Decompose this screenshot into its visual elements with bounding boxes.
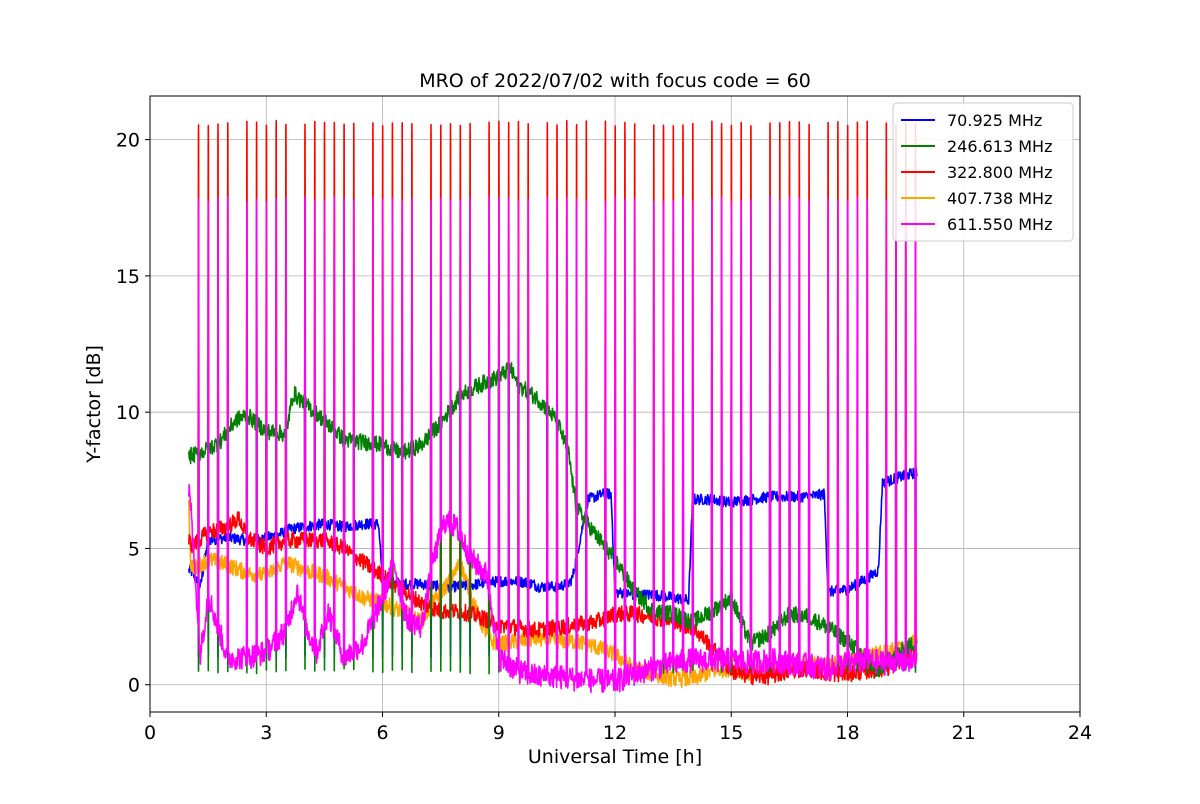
x-tick-label: 24 [1068, 722, 1092, 744]
y-tick-label: 10 [116, 402, 140, 424]
y-tick-label: 5 [128, 538, 140, 560]
legend: 70.925 MHz 246.613 MHz 322.800 MHz 407.738 … [892, 102, 1074, 242]
x-tick-label: 12 [603, 722, 627, 744]
series-line-1 [188, 362, 918, 678]
x-tick-label: 21 [952, 722, 976, 744]
y-tick-label: 15 [116, 266, 140, 288]
legend-entry-label: 70.925 MHz [947, 111, 1042, 130]
y-tick-label: 20 [116, 130, 140, 152]
x-axis-ticks: 0 3 6 9 12 15 18 21 24 [144, 712, 1092, 744]
y-axis-label: Y-factor [dB] [83, 345, 105, 464]
x-tick-label: 9 [493, 722, 505, 744]
x-tick-label: 0 [144, 722, 156, 744]
x-tick-label: 15 [719, 722, 743, 744]
x-tick-label: 18 [835, 722, 859, 744]
series-line-0 [188, 467, 918, 661]
y-axis-ticks: 0 5 10 15 20 [116, 130, 150, 697]
legend-box [892, 102, 1074, 242]
legend-entry-label: 322.800 MHz [947, 163, 1052, 182]
y-tick-label: 0 [128, 675, 140, 697]
series-layer [188, 119, 918, 694]
series-line-4 [188, 196, 918, 694]
legend-entry-label: 611.550 MHz [947, 215, 1052, 234]
legend-entry-label: 407.738 MHz [947, 189, 1052, 208]
x-axis-label: Universal Time [h] [528, 746, 702, 768]
legend-entry-label: 246.613 MHz [947, 137, 1052, 156]
x-tick-label: 6 [376, 722, 388, 744]
chart-title: MRO of 2022/07/02 with focus code = 60 [419, 70, 811, 92]
x-tick-label: 3 [260, 722, 272, 744]
